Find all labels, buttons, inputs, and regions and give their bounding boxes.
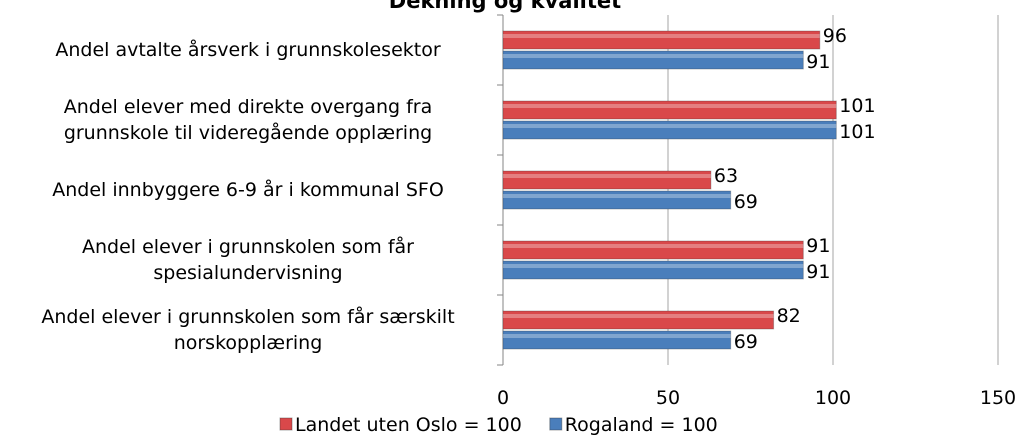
chart-title: Dekning og kvalitet (389, 0, 621, 13)
bar (502, 330, 732, 350)
bar (502, 190, 732, 210)
bar (502, 30, 821, 50)
value-label: 82 (777, 305, 801, 327)
value-label: 69 (734, 191, 758, 213)
bar-shine (503, 34, 820, 38)
legend-label: Rogaland = 100 (565, 414, 718, 436)
legend-swatch (549, 417, 563, 431)
bar (502, 260, 804, 280)
category-label: Andel avtalte årsverk i grunnskolesektor (55, 39, 441, 61)
legend-label: Landet uten Oslo = 100 (295, 414, 522, 436)
bar (502, 240, 804, 260)
x-tick-label: 100 (815, 387, 851, 409)
bar-shine (503, 174, 711, 178)
category-label: Andel innbyggere 6-9 år i kommunal SFO (52, 179, 444, 201)
value-label: 63 (714, 165, 738, 187)
bar (502, 170, 712, 190)
bar-shine (503, 314, 774, 318)
bar-shine (503, 124, 837, 128)
legend-swatch (279, 417, 293, 431)
bar (502, 310, 775, 330)
category-label: Andel elever i grunnskolen som får spesi… (82, 236, 414, 284)
value-label: 101 (839, 121, 875, 143)
bar-shine (503, 244, 804, 248)
category-label: Andel elever med direkte overgang fra gr… (63, 96, 433, 144)
value-label: 69 (734, 331, 758, 353)
bar (502, 120, 837, 140)
bar-shine (503, 194, 731, 198)
bar (502, 50, 804, 70)
value-label: 96 (823, 25, 847, 47)
bar-shine (503, 54, 804, 58)
bar-shine (503, 104, 837, 108)
value-label: 91 (806, 261, 830, 283)
x-tick-label: 150 (980, 387, 1016, 409)
x-tick-label: 0 (497, 387, 509, 409)
value-label: 91 (806, 51, 830, 73)
category-label: Andel elever i grunnskolen som får særsk… (41, 306, 455, 354)
bar-shine (503, 334, 731, 338)
x-tick-label: 50 (656, 387, 680, 409)
value-label: 101 (839, 95, 875, 117)
value-label: 91 (806, 235, 830, 257)
bar (502, 100, 837, 120)
bar-shine (503, 264, 804, 268)
